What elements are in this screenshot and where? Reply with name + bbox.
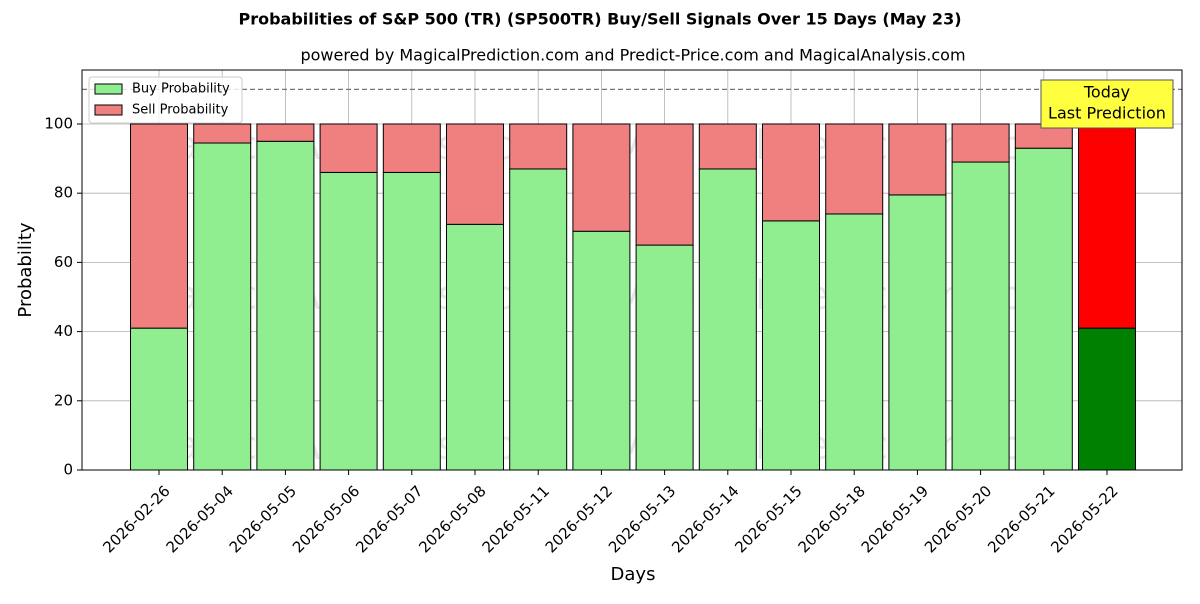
chart-title: Probabilities of S&P 500 (TR) (SP500TR) … bbox=[238, 10, 961, 29]
bar-segment bbox=[509, 123, 568, 170]
bar-segment bbox=[446, 223, 504, 471]
y-axis-label: Probability bbox=[15, 222, 36, 317]
bar-segment bbox=[256, 140, 315, 471]
bar-segment bbox=[762, 220, 820, 471]
y-tick-label: 80 bbox=[54, 184, 73, 202]
bar-segment bbox=[572, 230, 631, 471]
bar-segment bbox=[1078, 327, 1136, 471]
plot-frame bbox=[81, 69, 1183, 471]
bar-segment bbox=[256, 123, 315, 142]
chart-subtitle: powered by MagicalPrediction.com and Pre… bbox=[300, 46, 965, 65]
y-tick-label: 0 bbox=[63, 461, 73, 479]
bar-segment bbox=[635, 123, 694, 246]
bar-segment bbox=[382, 171, 441, 471]
bar-segment bbox=[825, 123, 884, 215]
y-tick-label: 40 bbox=[54, 322, 73, 340]
bar-segment bbox=[509, 168, 568, 471]
y-tick-label: 100 bbox=[44, 114, 73, 132]
bar-segment bbox=[382, 123, 441, 173]
bar-segment bbox=[193, 142, 252, 471]
bar-segment bbox=[319, 171, 378, 471]
bar-segment bbox=[193, 123, 252, 144]
bar-segment bbox=[1078, 123, 1136, 329]
legend-label: Sell Probability bbox=[132, 103, 229, 118]
annotation-box bbox=[1040, 79, 1174, 129]
legend-swatch bbox=[94, 104, 123, 116]
bar-segment bbox=[130, 123, 188, 329]
bar-segment bbox=[446, 123, 504, 225]
y-tick-label: 20 bbox=[54, 391, 73, 409]
bar-segment bbox=[825, 213, 884, 471]
bar-segment bbox=[888, 123, 947, 196]
bar-segment bbox=[130, 327, 188, 471]
y-tick-label: 60 bbox=[54, 253, 73, 271]
bar-segment bbox=[951, 123, 1010, 163]
annotation-text: Last Prediction bbox=[1048, 104, 1166, 123]
bar-segment bbox=[572, 123, 631, 232]
x-axis-label: Days bbox=[611, 564, 656, 585]
legend-box bbox=[88, 76, 243, 124]
legend-label: Buy Probability bbox=[132, 82, 230, 97]
annotation-text: Today bbox=[1083, 83, 1130, 102]
bar-segment bbox=[698, 168, 757, 471]
bar-segment bbox=[762, 123, 820, 222]
bar-segment bbox=[1014, 147, 1073, 471]
bar-segment bbox=[319, 123, 378, 173]
legend-swatch bbox=[94, 83, 123, 95]
bar-segment bbox=[635, 244, 694, 471]
bar-segment bbox=[951, 161, 1010, 471]
bar-segment bbox=[888, 194, 947, 471]
bar-segment bbox=[698, 123, 757, 170]
